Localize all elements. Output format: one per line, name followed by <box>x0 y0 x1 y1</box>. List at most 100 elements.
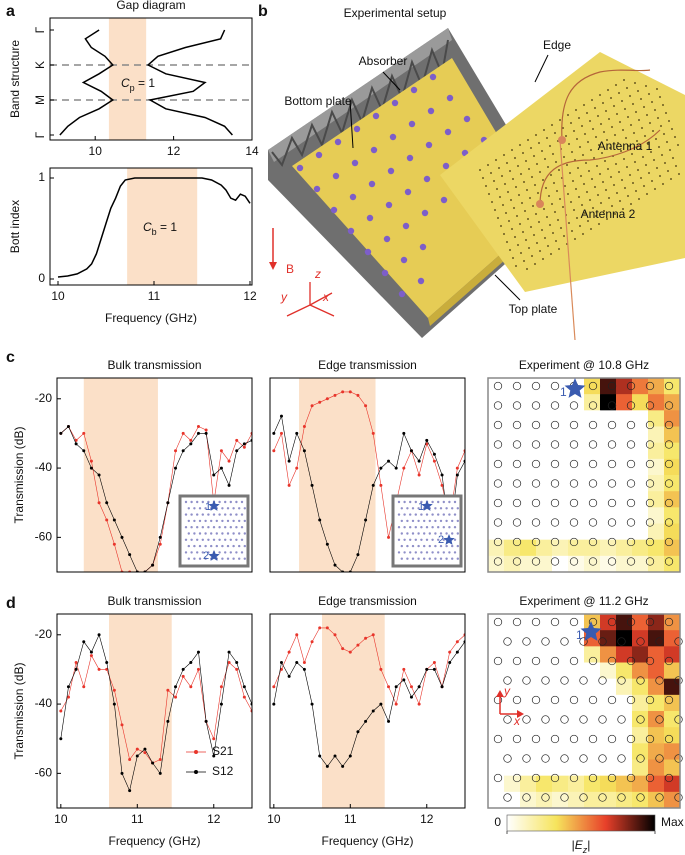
inset-dot <box>451 544 454 548</box>
inset-dot <box>212 526 216 529</box>
inset-dot <box>448 551 451 554</box>
inset-dot <box>428 519 431 523</box>
hole <box>551 203 553 205</box>
inset-dot <box>417 544 420 548</box>
data-point <box>333 393 337 397</box>
hole <box>629 95 631 97</box>
heat-cell <box>600 775 617 793</box>
inset-dot <box>210 532 213 535</box>
heat-cell <box>488 475 505 492</box>
antenna <box>558 136 566 144</box>
heat-cell <box>600 410 617 427</box>
lattice-hole <box>674 715 683 724</box>
data-point <box>181 667 185 671</box>
heat-cell <box>488 378 505 395</box>
hole <box>603 210 605 212</box>
lattice-hole <box>569 440 579 449</box>
data-point <box>402 431 406 435</box>
hole <box>631 153 633 155</box>
heat-cell <box>664 759 681 776</box>
hole <box>506 241 508 243</box>
data-point <box>174 685 178 689</box>
hole <box>549 224 551 226</box>
coord-axes <box>286 282 335 317</box>
lattice-hole <box>636 793 645 802</box>
rod <box>444 128 452 136</box>
heat-cell <box>648 678 665 696</box>
lattice-hole <box>645 773 655 783</box>
lattice-hole <box>569 695 579 705</box>
y-tick-label: -40 <box>35 460 53 474</box>
rod <box>391 99 399 107</box>
inset-dot <box>414 551 417 554</box>
data-point <box>120 723 124 727</box>
data-point <box>89 650 93 654</box>
inset-dot <box>218 526 221 529</box>
inset-dot <box>445 507 448 510</box>
hole <box>566 164 568 166</box>
heat-cell <box>648 458 665 476</box>
hole <box>541 229 543 231</box>
heat-cell <box>504 394 521 411</box>
heat-cell <box>552 614 569 631</box>
heat-cell <box>584 539 601 557</box>
heat-cell <box>584 426 601 443</box>
arrowhead <box>269 262 277 270</box>
lattice-hole <box>588 557 598 566</box>
lattice-hole <box>493 773 503 783</box>
inset-dot <box>235 526 238 529</box>
series-line <box>59 29 115 136</box>
heat-cell <box>552 646 569 663</box>
hole <box>605 110 607 112</box>
lattice-hole <box>512 773 522 783</box>
inset-dot <box>403 513 406 516</box>
heat-cell <box>600 678 617 696</box>
hole <box>500 225 502 227</box>
hole <box>534 184 536 186</box>
inset-dot <box>409 551 412 554</box>
hole <box>519 223 521 225</box>
hole <box>502 204 504 206</box>
heat-cell <box>616 491 633 508</box>
heat-cell <box>584 410 601 427</box>
data-point <box>89 459 93 463</box>
data-point <box>379 466 383 470</box>
y-tick-label: -60 <box>35 766 53 780</box>
inset-dot <box>428 532 431 535</box>
heat-cell <box>568 523 585 540</box>
hole <box>568 143 570 145</box>
heat-cell <box>616 775 633 793</box>
data-point <box>356 393 360 397</box>
heat-cell <box>664 791 681 809</box>
inset-dot <box>238 544 241 548</box>
inset-dot <box>397 538 401 541</box>
inset-dot <box>226 544 230 548</box>
data-point <box>128 553 132 557</box>
data-point <box>302 661 306 664</box>
hole <box>547 245 549 247</box>
hole <box>529 197 531 199</box>
inset-dot <box>434 544 437 548</box>
data-point <box>128 789 132 793</box>
hole <box>579 146 581 148</box>
hole <box>643 185 645 187</box>
label: B <box>286 262 294 276</box>
lattice-hole <box>664 420 674 430</box>
heat-cell <box>536 507 553 524</box>
data-point <box>272 685 276 689</box>
hole <box>596 165 598 167</box>
lattice-hole <box>607 734 617 744</box>
inset-dot <box>431 551 434 554</box>
heat-cell <box>648 410 665 427</box>
heat-cell <box>568 743 585 760</box>
hole <box>531 255 533 257</box>
inset-dot <box>409 526 412 529</box>
lattice-hole <box>493 479 503 488</box>
lattice-hole <box>655 676 664 685</box>
inset-dot <box>193 507 196 510</box>
hole <box>530 147 532 149</box>
source-star <box>208 550 220 561</box>
lattice-hole <box>645 518 655 527</box>
lattice-hole <box>579 637 588 646</box>
